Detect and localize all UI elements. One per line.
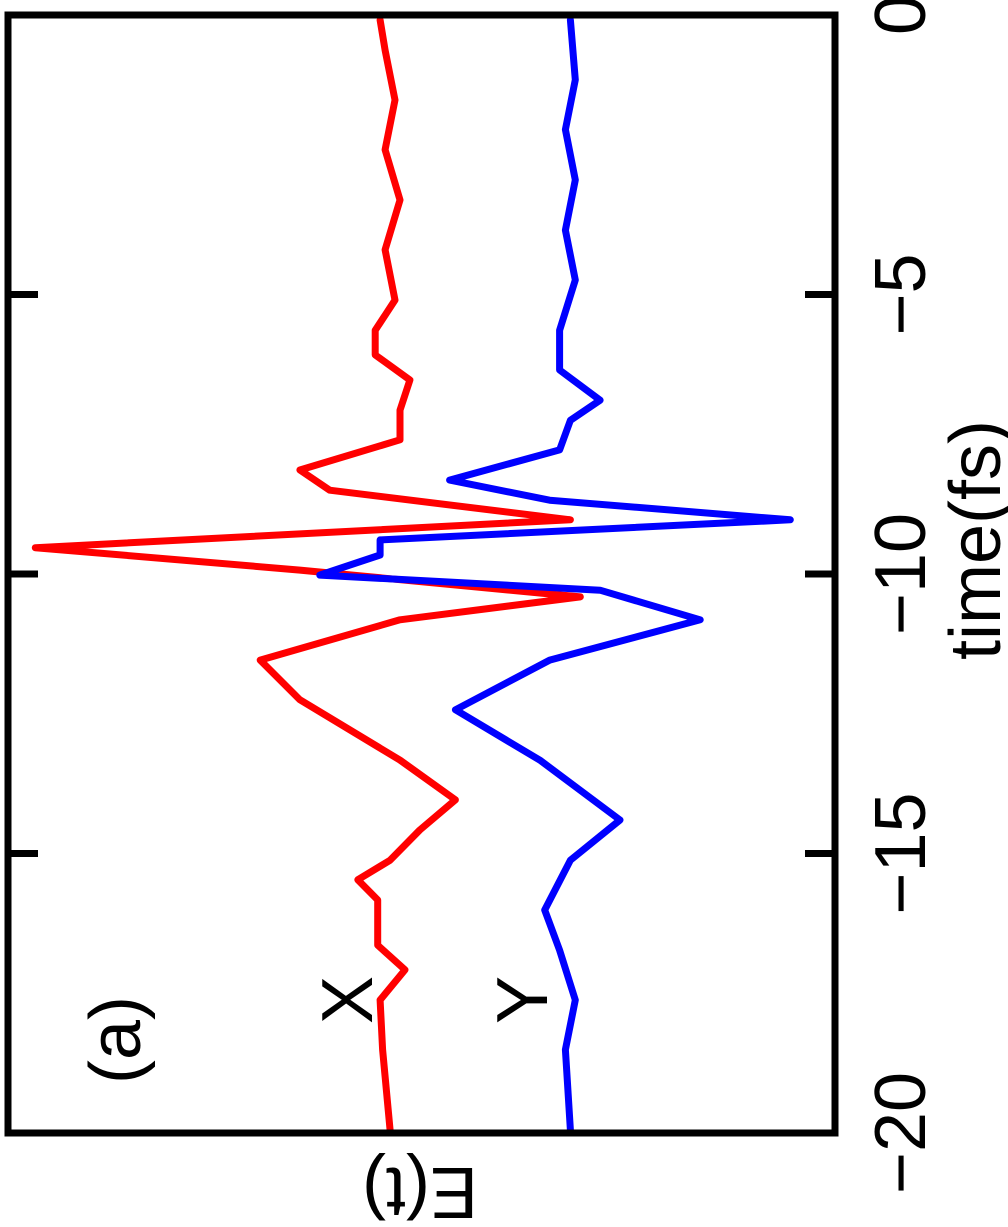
x-tick-label: −10 bbox=[861, 513, 941, 635]
x-tick-label: −15 bbox=[861, 792, 941, 914]
x-tick-label: 0 bbox=[861, 0, 941, 35]
plot-frame bbox=[4, 11, 839, 1137]
x-tick-label: −20 bbox=[861, 1072, 941, 1194]
x-tick-label: −5 bbox=[861, 253, 941, 335]
plot-group: time(fs) E(t) (a) X Y −20 −15 −10 −5 0 bbox=[4, 0, 1008, 1227]
y-axis-label: E(t) bbox=[362, 1152, 478, 1227]
x-axis-label: time(fs) bbox=[936, 420, 1008, 660]
series-line bbox=[316, 16, 794, 1134]
panel-label: (a) bbox=[76, 996, 156, 1084]
series-label: X bbox=[308, 976, 388, 1024]
series-label: Y bbox=[483, 976, 563, 1024]
series-line bbox=[31, 16, 584, 1134]
